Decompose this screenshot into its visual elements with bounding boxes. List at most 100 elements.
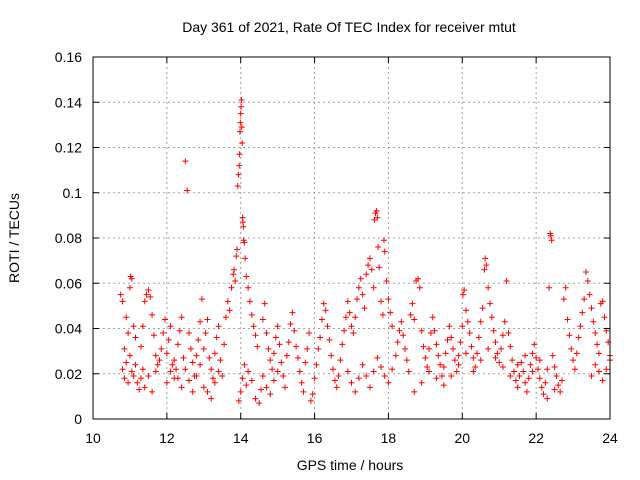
data-point bbox=[236, 162, 243, 169]
data-point bbox=[149, 388, 156, 395]
data-point bbox=[245, 368, 252, 375]
data-point bbox=[239, 375, 246, 382]
data-point bbox=[269, 366, 276, 373]
data-point bbox=[547, 232, 554, 239]
data-point bbox=[505, 330, 512, 337]
data-point bbox=[240, 223, 247, 230]
data-point bbox=[357, 275, 364, 282]
data-point bbox=[208, 395, 215, 402]
data-point bbox=[352, 314, 359, 321]
data-point bbox=[248, 311, 255, 318]
data-point bbox=[374, 214, 381, 221]
data-point bbox=[455, 352, 462, 359]
data-point bbox=[156, 357, 163, 364]
data-point bbox=[411, 316, 418, 323]
x-tick-label: 18 bbox=[381, 430, 397, 446]
data-point bbox=[540, 391, 547, 398]
data-point bbox=[132, 334, 139, 341]
data-point bbox=[235, 171, 242, 178]
data-point bbox=[453, 368, 460, 375]
data-point bbox=[378, 298, 385, 305]
data-point bbox=[483, 262, 490, 269]
data-point bbox=[549, 352, 556, 359]
data-point bbox=[130, 323, 137, 330]
data-point bbox=[219, 373, 226, 380]
data-point bbox=[485, 284, 492, 291]
data-point bbox=[243, 273, 250, 280]
gridlines bbox=[93, 57, 610, 419]
data-point bbox=[448, 334, 455, 341]
data-point bbox=[138, 343, 145, 350]
data-point bbox=[365, 262, 372, 269]
data-point bbox=[560, 296, 567, 303]
data-point bbox=[200, 384, 207, 391]
data-point bbox=[302, 359, 309, 366]
data-point bbox=[154, 361, 161, 368]
data-point bbox=[514, 361, 521, 368]
data-point bbox=[438, 373, 445, 380]
data-point bbox=[514, 384, 521, 391]
data-point bbox=[211, 379, 218, 386]
data-point bbox=[289, 309, 296, 316]
data-point bbox=[510, 368, 517, 375]
data-point bbox=[322, 307, 329, 314]
data-point bbox=[459, 323, 466, 330]
data-point bbox=[359, 361, 366, 368]
data-point bbox=[335, 373, 342, 380]
data-point bbox=[373, 207, 380, 214]
data-point bbox=[499, 332, 506, 339]
data-point bbox=[522, 352, 529, 359]
data-point bbox=[492, 339, 499, 346]
data-point bbox=[512, 377, 519, 384]
data-point bbox=[544, 366, 551, 373]
data-point bbox=[282, 384, 289, 391]
data-point bbox=[176, 327, 183, 334]
data-point bbox=[222, 314, 229, 321]
data-point bbox=[259, 373, 266, 380]
data-points bbox=[117, 96, 613, 407]
data-point bbox=[311, 375, 318, 382]
data-point bbox=[416, 284, 423, 291]
data-point bbox=[241, 361, 248, 368]
data-point bbox=[174, 375, 181, 382]
data-point bbox=[402, 345, 409, 352]
data-point bbox=[152, 368, 159, 375]
data-point bbox=[352, 388, 359, 395]
data-point bbox=[446, 323, 453, 330]
data-point bbox=[126, 284, 133, 291]
data-point bbox=[389, 323, 396, 330]
data-point bbox=[145, 373, 152, 380]
data-point bbox=[213, 334, 220, 341]
data-point bbox=[485, 345, 492, 352]
data-point bbox=[433, 375, 440, 382]
data-point bbox=[366, 384, 373, 391]
data-point bbox=[119, 298, 126, 305]
data-point bbox=[542, 379, 549, 386]
data-point bbox=[368, 266, 375, 273]
data-point bbox=[370, 284, 377, 291]
data-point bbox=[233, 253, 240, 260]
data-point bbox=[346, 309, 353, 316]
data-point bbox=[490, 327, 497, 334]
data-point bbox=[294, 354, 301, 361]
data-point bbox=[307, 397, 314, 404]
data-point bbox=[184, 187, 191, 194]
data-point bbox=[348, 323, 355, 330]
data-point bbox=[180, 354, 187, 361]
data-point bbox=[254, 343, 261, 350]
data-point bbox=[584, 277, 591, 284]
data-point bbox=[376, 264, 383, 271]
data-point bbox=[594, 341, 601, 348]
data-point bbox=[200, 345, 207, 352]
data-point bbox=[256, 400, 263, 407]
data-point bbox=[359, 291, 366, 298]
data-point bbox=[152, 352, 159, 359]
data-point bbox=[139, 323, 146, 330]
data-point bbox=[158, 345, 165, 352]
data-point bbox=[280, 373, 287, 380]
data-point bbox=[470, 354, 477, 361]
y-tick-label: 0.1 bbox=[63, 185, 83, 201]
data-point bbox=[466, 330, 473, 337]
data-point bbox=[270, 377, 277, 384]
data-point bbox=[228, 284, 235, 291]
